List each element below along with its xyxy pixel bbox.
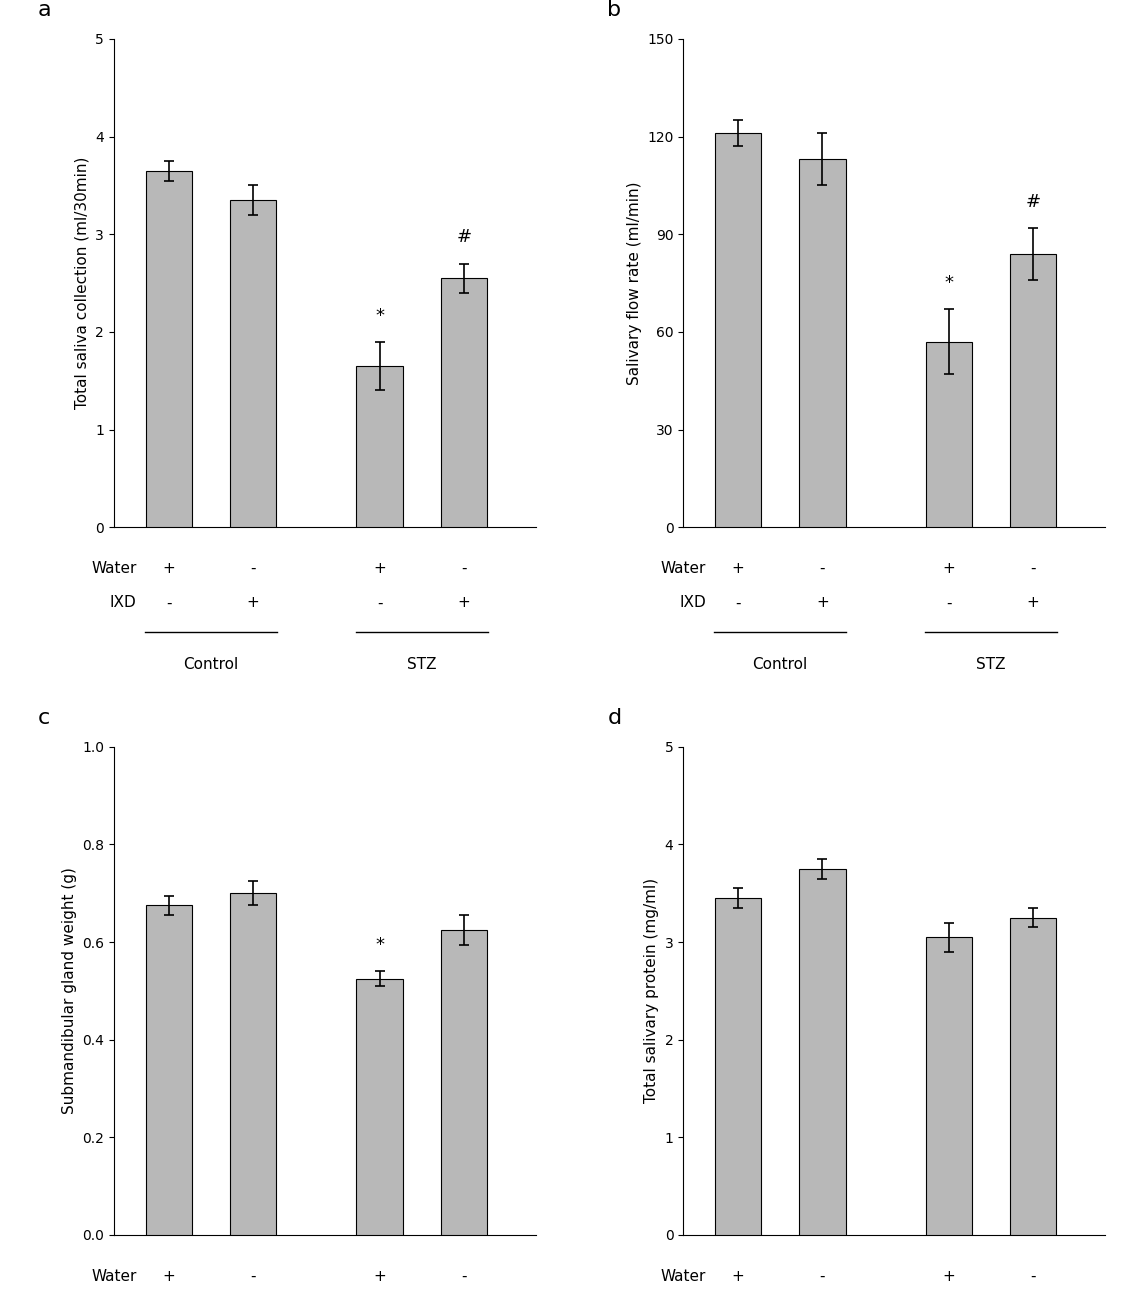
Y-axis label: Total saliva collection (ml/30min): Total saliva collection (ml/30min) (75, 157, 90, 410)
Text: -: - (461, 562, 467, 576)
Text: +: + (942, 562, 956, 576)
Y-axis label: Submandibular gland weight (g): Submandibular gland weight (g) (62, 867, 76, 1114)
Text: +: + (163, 1269, 175, 1284)
Text: *: * (944, 274, 953, 292)
Bar (357, 367, 403, 528)
Bar (146, 906, 191, 1235)
Text: +: + (458, 595, 470, 610)
Text: b: b (607, 0, 622, 20)
Text: #: # (1025, 192, 1041, 211)
Text: +: + (374, 562, 386, 576)
Y-axis label: Total salivary protein (mg/ml): Total salivary protein (mg/ml) (644, 879, 659, 1104)
Text: d: d (607, 707, 622, 728)
Bar (715, 134, 761, 528)
Text: -: - (166, 595, 172, 610)
Bar (800, 868, 845, 1235)
Bar (357, 979, 403, 1235)
Text: -: - (736, 595, 740, 610)
Text: -: - (251, 562, 256, 576)
Bar (715, 898, 761, 1235)
Text: -: - (377, 595, 383, 610)
Bar (441, 278, 487, 528)
Text: Control: Control (753, 656, 808, 672)
Text: Water: Water (91, 562, 137, 576)
Text: +: + (731, 1269, 745, 1284)
Bar (926, 937, 972, 1235)
Bar (1010, 254, 1056, 528)
Text: IXD: IXD (110, 595, 137, 610)
Bar (1010, 918, 1056, 1235)
Text: Water: Water (91, 1269, 137, 1284)
Text: +: + (163, 562, 175, 576)
Text: STZ: STZ (407, 656, 436, 672)
Text: +: + (942, 1269, 956, 1284)
Text: -: - (1031, 1269, 1035, 1284)
Text: *: * (375, 307, 384, 325)
Bar (441, 930, 487, 1235)
Text: Control: Control (183, 656, 238, 672)
Text: +: + (247, 595, 260, 610)
Text: +: + (731, 562, 745, 576)
Text: -: - (251, 1269, 256, 1284)
Text: *: * (375, 936, 384, 954)
Bar (800, 160, 845, 528)
Text: +: + (816, 595, 829, 610)
Y-axis label: Salivary flow rate (ml/min): Salivary flow rate (ml/min) (626, 181, 641, 385)
Text: -: - (1031, 562, 1035, 576)
Text: -: - (820, 562, 825, 576)
Text: Water: Water (661, 562, 706, 576)
Bar (926, 342, 972, 528)
Text: IXD: IXD (679, 595, 706, 610)
Text: #: # (457, 229, 472, 247)
Text: -: - (820, 1269, 825, 1284)
Text: STZ: STZ (976, 656, 1006, 672)
Bar (146, 170, 191, 528)
Text: +: + (1026, 595, 1040, 610)
Bar (230, 200, 277, 528)
Text: -: - (947, 595, 951, 610)
Text: -: - (461, 1269, 467, 1284)
Text: c: c (38, 707, 50, 728)
Text: Water: Water (661, 1269, 706, 1284)
Text: a: a (38, 0, 51, 20)
Bar (230, 893, 277, 1235)
Text: +: + (374, 1269, 386, 1284)
